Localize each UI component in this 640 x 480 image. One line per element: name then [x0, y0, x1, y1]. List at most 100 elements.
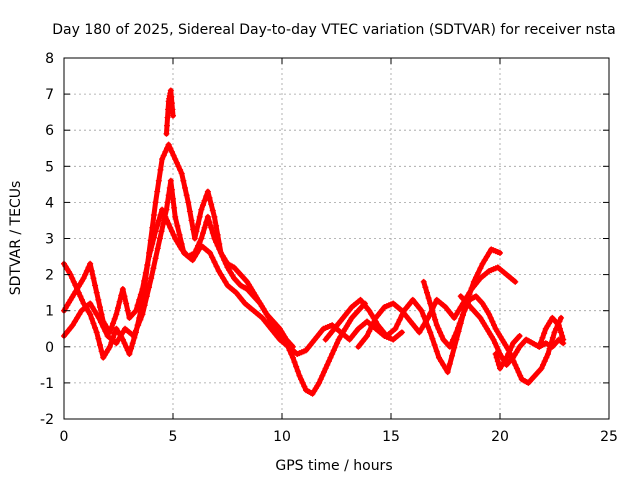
data-point-marker	[556, 325, 563, 332]
data-point-marker	[201, 224, 208, 231]
data-point-marker	[172, 156, 179, 163]
data-point-marker	[76, 311, 83, 318]
data-point-marker	[455, 307, 462, 314]
data-point-marker	[95, 314, 102, 321]
data-point-marker	[95, 335, 102, 342]
data-point-marker	[291, 359, 298, 366]
data-point-marker	[199, 202, 206, 209]
data-point-marker	[160, 221, 167, 228]
data-point-marker	[87, 311, 94, 318]
x-tick-label: 20	[491, 429, 509, 445]
y-tick-label: 4	[45, 195, 54, 211]
data-point-marker	[209, 254, 216, 261]
data-point-marker	[451, 314, 458, 321]
y-tick-label: 8	[45, 51, 54, 67]
x-tick-label: 5	[169, 429, 178, 445]
data-point-marker	[124, 307, 131, 314]
data-point-marker	[490, 336, 497, 343]
data-point-marker	[167, 145, 174, 152]
data-point-marker	[149, 224, 156, 231]
data-point-marker	[506, 347, 513, 354]
data-point-marker	[332, 343, 339, 350]
data-point-marker	[505, 351, 512, 358]
data-point-marker	[168, 148, 175, 155]
data-point-marker	[366, 328, 373, 335]
data-point-marker	[456, 320, 463, 327]
series-track-2	[61, 141, 296, 361]
data-point-marker	[420, 322, 427, 329]
data-point-marker	[481, 257, 488, 264]
data-point-marker	[425, 314, 432, 321]
data-point-marker	[513, 365, 520, 372]
data-point-marker	[113, 311, 120, 318]
data-point-marker	[143, 293, 150, 300]
data-point-marker	[98, 348, 105, 355]
data-point-marker	[289, 354, 296, 361]
data-point-marker	[174, 222, 181, 229]
data-point-marker	[479, 260, 486, 267]
data-point-marker	[167, 224, 174, 231]
data-point-marker	[325, 358, 332, 365]
x-tick-label: 15	[382, 429, 400, 445]
data-point-marker	[198, 206, 205, 213]
data-point-marker	[461, 307, 468, 314]
y-tick-label: 2	[45, 268, 54, 284]
data-point-marker	[483, 253, 490, 260]
data-point-marker	[425, 295, 432, 302]
data-point-marker	[96, 341, 103, 348]
data-point-marker	[446, 343, 453, 350]
data-point-marker	[173, 159, 180, 166]
data-point-marker	[110, 320, 117, 327]
data-point-marker	[418, 325, 425, 332]
data-point-marker	[93, 289, 100, 296]
data-point-marker	[135, 322, 142, 329]
data-point-marker	[423, 289, 430, 296]
data-point-marker	[487, 314, 494, 321]
data-point-marker	[334, 340, 341, 347]
data-point-marker	[98, 319, 105, 326]
data-point-marker	[124, 347, 131, 354]
data-point-marker	[90, 320, 97, 327]
data-point-marker	[319, 372, 326, 379]
data-point-marker	[495, 361, 502, 368]
data-point-marker	[154, 245, 161, 252]
data-point-marker	[320, 369, 327, 376]
y-axis-label: SDTVAR / TECUs	[8, 181, 24, 296]
y-tick-label: 7	[45, 87, 54, 103]
data-point-marker	[71, 318, 78, 325]
series-track-6	[355, 264, 519, 350]
data-point-marker	[558, 329, 565, 336]
data-point-marker	[85, 264, 92, 271]
data-point-marker	[156, 235, 163, 242]
data-point-marker	[189, 257, 196, 264]
data-point-marker	[165, 141, 172, 148]
data-point-marker	[196, 213, 203, 220]
data-point-marker	[129, 340, 136, 347]
data-point-marker	[329, 351, 336, 358]
data-point-marker	[132, 327, 139, 334]
data-point-marker	[168, 93, 175, 100]
data-point-marker	[215, 267, 222, 274]
data-point-marker	[206, 194, 213, 201]
data-point-marker	[167, 177, 174, 184]
axis-ticks: 0 5 10 15 20 25 -2 -1 0 1 2 3 4 5 6 7 8	[40, 51, 618, 445]
data-point-marker	[446, 360, 453, 367]
data-point-marker	[435, 354, 442, 361]
data-point-marker	[477, 265, 484, 272]
x-tick-label: 10	[273, 429, 291, 445]
data-point-marker	[427, 329, 434, 336]
data-point-marker	[114, 304, 121, 311]
data-point-marker	[152, 199, 159, 206]
data-point-marker	[222, 260, 229, 267]
data-point-marker	[444, 369, 451, 376]
data-point-marker	[451, 344, 458, 351]
data-point-marker	[89, 304, 96, 311]
data-point-marker	[91, 307, 98, 314]
y-tick-label: -2	[40, 412, 54, 428]
data-point-marker	[170, 152, 177, 159]
data-point-marker	[541, 330, 548, 337]
data-point-marker	[191, 253, 198, 260]
data-point-marker	[221, 257, 228, 264]
data-point-marker	[551, 329, 558, 336]
